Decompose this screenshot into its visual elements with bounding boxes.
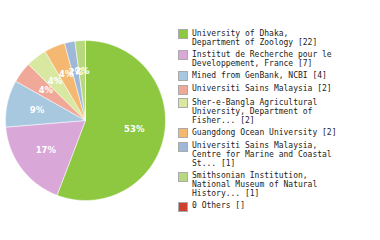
html-text:Mined from GenBank, NCBI [4]: Mined from GenBank, NCBI [4]	[192, 70, 327, 80]
html-text:Smithsonian Institution, Natio: Smithsonian Institution, National Museum…	[192, 171, 318, 198]
svg-text:9%: 9%	[30, 105, 45, 115]
html-text:Sher-e-Bangla Agricultural Uni: Sher-e-Bangla Agricultural University, D…	[192, 97, 318, 125]
svg-text:2%: 2%	[75, 66, 90, 76]
svg-text:17%: 17%	[36, 145, 57, 155]
html-text:Guangdong Ocean University [2]: Guangdong Ocean University [2]	[192, 127, 337, 137]
html-text:University of Dhaka, Departmen: University of Dhaka, Department of Zoolo…	[192, 28, 318, 47]
svg-text:53%: 53%	[124, 124, 145, 134]
html-text:Institut de Recherche pour le: Institut de Recherche pour le Developpem…	[192, 49, 332, 68]
svg-text:4%: 4%	[39, 85, 54, 95]
svg-text:4%: 4%	[47, 76, 63, 87]
html-text:Universiti Sains Malaysia, Cen: Universiti Sains Malaysia, Centre for Ma…	[192, 141, 332, 168]
svg-text:4%: 4%	[59, 69, 74, 80]
html-text:0 Others []: 0 Others []	[192, 201, 245, 210]
html-text:Universiti Sains Malaysia [2]: Universiti Sains Malaysia [2]	[192, 84, 332, 93]
